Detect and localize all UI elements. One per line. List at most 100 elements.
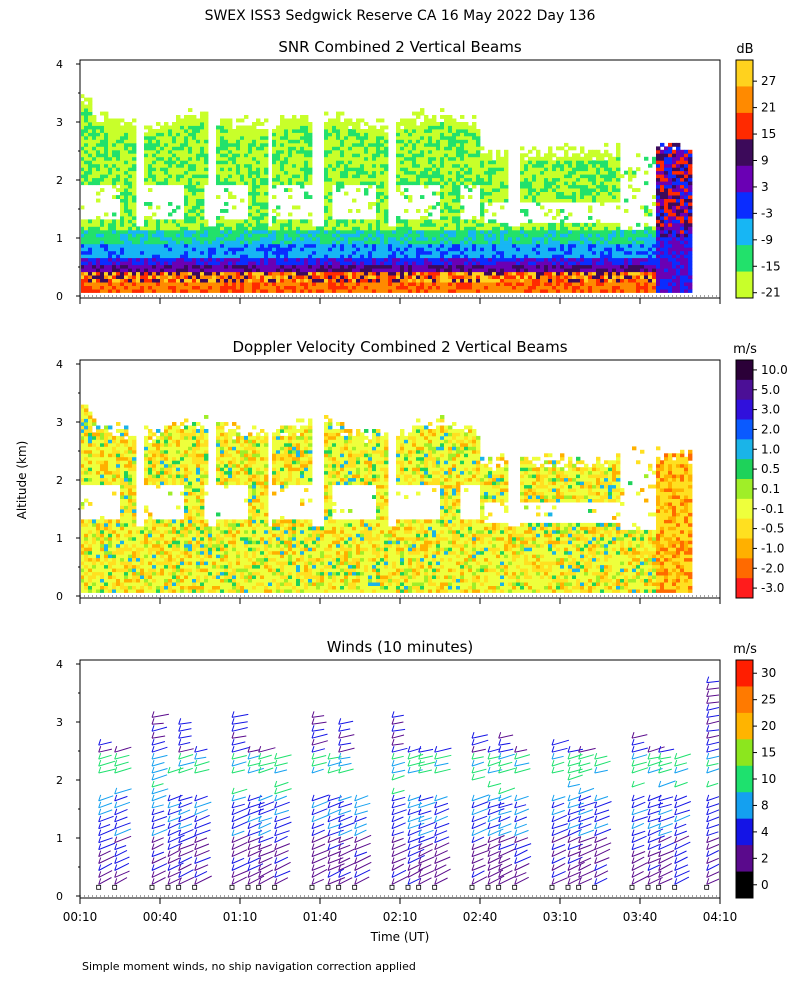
heatmap-cell	[376, 212, 381, 217]
heatmap-cell	[332, 125, 337, 130]
heatmap-cell	[204, 181, 209, 186]
heatmap-cell	[476, 236, 481, 241]
heatmap-cell	[224, 264, 229, 269]
heatmap-cell	[364, 153, 369, 158]
heatmap-cell	[144, 174, 149, 179]
heatmap-cell	[108, 289, 113, 293]
heatmap-cell	[260, 254, 265, 259]
heatmap-cell	[504, 285, 509, 290]
heatmap-cell	[444, 205, 449, 210]
heatmap-cell	[152, 233, 157, 238]
heatmap-cell	[248, 236, 253, 241]
heatmap-cell	[248, 261, 253, 266]
heatmap-cell	[524, 174, 529, 179]
heatmap-cell	[284, 142, 289, 147]
heatmap-cell	[176, 156, 181, 161]
heatmap-cell	[532, 181, 537, 186]
heatmap-cell	[276, 261, 281, 266]
heatmap-cell	[132, 132, 137, 137]
heatmap-cell	[436, 146, 441, 151]
heatmap-cell	[436, 132, 441, 137]
heatmap-cell	[388, 250, 393, 255]
heatmap-cell	[284, 261, 289, 266]
heatmap-cell	[380, 250, 385, 255]
heatmap-cell	[120, 160, 125, 165]
heatmap-cell	[124, 122, 129, 126]
heatmap-cell	[400, 289, 405, 293]
heatmap-cell	[548, 226, 553, 231]
heatmap-cell	[368, 219, 373, 224]
heatmap-cell	[156, 236, 161, 241]
heatmap-cell	[152, 250, 157, 255]
heatmap-cell	[432, 257, 437, 262]
heatmap-cell	[300, 170, 305, 175]
heatmap-cell	[188, 236, 193, 241]
heatmap-cell	[380, 240, 385, 245]
heatmap-cell	[520, 170, 525, 175]
heatmap-cell	[548, 243, 553, 248]
heatmap-cell	[556, 209, 561, 213]
heatmap-cell	[236, 177, 241, 182]
heatmap-cell	[312, 250, 317, 255]
heatmap-cell	[104, 257, 109, 262]
heatmap-cell	[248, 163, 253, 168]
heatmap-cell	[172, 139, 177, 144]
heatmap-cell	[268, 257, 273, 262]
heatmap-cell	[232, 146, 237, 151]
heatmap-cell	[88, 129, 93, 133]
heatmap-cell	[524, 184, 529, 189]
heatmap-cell	[536, 149, 541, 154]
heatmap-cell	[224, 254, 229, 259]
heatmap-cell	[472, 268, 477, 273]
heatmap-cell	[464, 264, 469, 269]
heatmap-cell	[160, 268, 165, 273]
heatmap-cell	[116, 129, 121, 133]
heatmap-cell	[488, 174, 493, 179]
heatmap-cell	[432, 226, 437, 231]
heatmap-cell	[412, 174, 417, 179]
heatmap-cell	[560, 257, 565, 262]
heatmap-cell	[272, 278, 277, 283]
heatmap-cell	[248, 184, 253, 189]
heatmap-cell	[160, 149, 165, 154]
heatmap-cell	[468, 125, 473, 130]
heatmap-cell	[220, 149, 225, 154]
heatmap-cell	[444, 271, 449, 276]
heatmap-cell	[276, 247, 281, 252]
heatmap-cell	[184, 167, 189, 172]
heatmap-cell	[200, 181, 205, 186]
heatmap-cell	[556, 222, 561, 227]
heatmap-cell	[448, 195, 453, 199]
heatmap-cell	[544, 222, 549, 227]
heatmap-cell	[524, 181, 529, 186]
heatmap-cell	[452, 247, 457, 252]
heatmap-cell	[572, 226, 577, 231]
heatmap-cell	[216, 177, 221, 182]
heatmap-cell	[312, 254, 317, 259]
heatmap-cell	[356, 222, 361, 227]
heatmap-cell	[332, 275, 337, 279]
heatmap-cell	[568, 257, 573, 262]
heatmap-cell	[580, 146, 585, 151]
heatmap-cell	[544, 153, 549, 158]
heatmap-cell	[272, 275, 277, 279]
heatmap-cell	[404, 289, 409, 293]
heatmap-cell	[148, 229, 153, 234]
heatmap-cell	[528, 184, 533, 189]
heatmap-cell	[276, 156, 281, 161]
heatmap-cell	[128, 135, 133, 140]
heatmap-cell	[324, 205, 329, 210]
heatmap-cell	[200, 132, 205, 137]
heatmap-cell	[468, 226, 473, 231]
heatmap-cell	[216, 261, 221, 266]
heatmap-cell	[328, 163, 333, 168]
heatmap-cell	[468, 177, 473, 182]
heatmap-cell	[440, 271, 445, 276]
heatmap-cell	[316, 247, 321, 252]
heatmap-cell	[100, 278, 105, 283]
heatmap-cell	[252, 219, 257, 224]
heatmap-cell	[152, 181, 157, 186]
heatmap-cell	[540, 195, 545, 199]
heatmap-cell	[252, 132, 257, 137]
heatmap-cell	[328, 216, 333, 220]
